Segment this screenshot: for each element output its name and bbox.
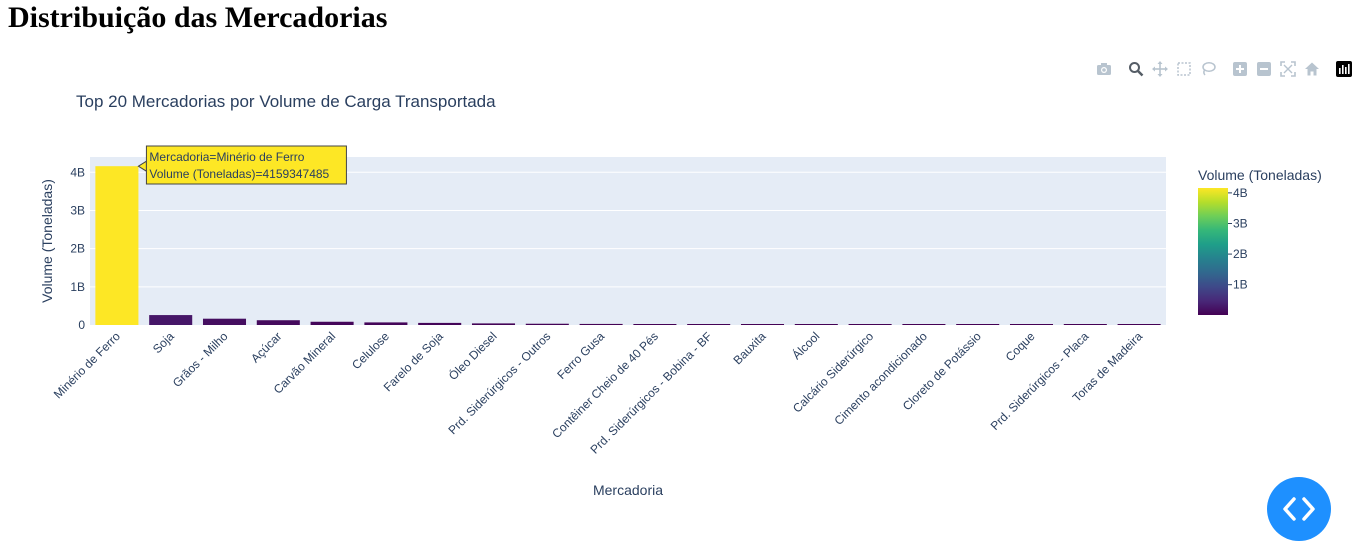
bar[interactable]: [633, 324, 677, 325]
x-tick-label: Bauxita: [730, 329, 768, 367]
x-tick-label: Prd. Siderúrgicos - Outros: [445, 329, 553, 437]
bar[interactable]: [471, 323, 516, 325]
bar[interactable]: [1117, 324, 1161, 325]
zoom-in-icon[interactable]: [1230, 58, 1250, 80]
x-tick-label: Minério de Ferro: [51, 329, 123, 401]
x-tick-label: Contêiner Cheio de 40 Pés: [549, 329, 661, 441]
code-toggle-button[interactable]: [1267, 477, 1331, 541]
plotly-logo-icon[interactable]: [1334, 58, 1353, 80]
autoscale-icon[interactable]: [1278, 58, 1298, 80]
colorbar-tick-label: 1B: [1233, 278, 1248, 292]
x-tick-label: Coque: [1003, 329, 1038, 364]
y-axis-ticks: 0 1B 2B 3B 4B: [70, 165, 85, 332]
x-tick-label: Grãos - Milho: [170, 329, 231, 390]
x-axis-title: Mercadoria: [593, 482, 663, 498]
x-tick-label: Cimento acondicionado: [831, 329, 930, 428]
bar[interactable]: [256, 320, 300, 325]
bar[interactable]: [525, 323, 569, 325]
bar[interactable]: [848, 324, 892, 325]
chart-toolbar: [1090, 58, 1352, 80]
x-tick-label: Álcool: [789, 329, 823, 363]
pan-icon[interactable]: [1150, 58, 1170, 80]
y-tick-label: 3B: [70, 203, 85, 217]
bar[interactable]: [1063, 324, 1107, 325]
colorbar: [1198, 188, 1228, 315]
bar[interactable]: [902, 324, 946, 325]
bar[interactable]: [687, 324, 731, 325]
x-tick-label: Soja: [150, 329, 177, 356]
colorbar-tick-label: 2B: [1233, 247, 1248, 261]
bar[interactable]: [202, 318, 247, 325]
bar[interactable]: [418, 322, 462, 325]
colorbar-tick-label: 3B: [1233, 216, 1248, 230]
bar[interactable]: [310, 321, 354, 325]
colorbar-title: Volume (Toneladas): [1198, 167, 1322, 183]
hover-tooltip: Mercadoria=Minério de Ferro Volume (Tonel…: [137, 145, 347, 185]
bar[interactable]: [364, 322, 408, 325]
colorbar-ticks: 1B 2B 3B 4B: [1228, 186, 1248, 292]
x-tick-label: Óleo Diesel: [445, 329, 499, 383]
x-tick-label: Celulose: [349, 329, 392, 372]
zoom-out-icon[interactable]: [1254, 58, 1274, 80]
plot-area: [90, 157, 1166, 325]
y-tick-label: 1B: [70, 280, 85, 294]
colorbar-tick-label: 4B: [1233, 186, 1248, 200]
y-tick-label: 0: [78, 318, 85, 332]
bar[interactable]: [579, 323, 623, 325]
chart-title: Top 20 Mercadorias por Volume de Carga T…: [76, 92, 496, 111]
tooltip-box: [145, 145, 347, 185]
bar[interactable]: [956, 324, 1000, 325]
bar[interactable]: [149, 315, 193, 325]
home-icon[interactable]: [1302, 58, 1322, 80]
lasso-icon[interactable]: [1198, 58, 1218, 80]
x-tick-label: Prd. Siderúrgicos - Placa: [988, 329, 1092, 433]
bar[interactable]: [740, 324, 785, 325]
tooltip-line: Mercadoria=Minério de Ferro: [149, 150, 304, 164]
bar[interactable]: [1009, 324, 1054, 325]
tooltip-line: Volume (Toneladas)=4159347485: [149, 167, 329, 181]
code-brackets-icon: [1283, 497, 1315, 521]
x-tick-label: Ferro Gusa: [554, 329, 607, 382]
bars: [95, 166, 1161, 325]
zoom-icon[interactable]: [1126, 58, 1146, 80]
page-heading: Distribuição das Mercadorias: [8, 1, 388, 34]
box-select-icon[interactable]: [1174, 58, 1194, 80]
x-tick-label: Açúcar: [248, 329, 284, 365]
y-axis-title: Volume (Toneladas): [39, 179, 55, 303]
y-tick-label: 4B: [70, 165, 85, 179]
bar[interactable]: [794, 324, 838, 325]
y-tick-label: 2B: [70, 242, 85, 256]
bar[interactable]: [95, 166, 139, 325]
camera-icon[interactable]: [1094, 58, 1114, 80]
